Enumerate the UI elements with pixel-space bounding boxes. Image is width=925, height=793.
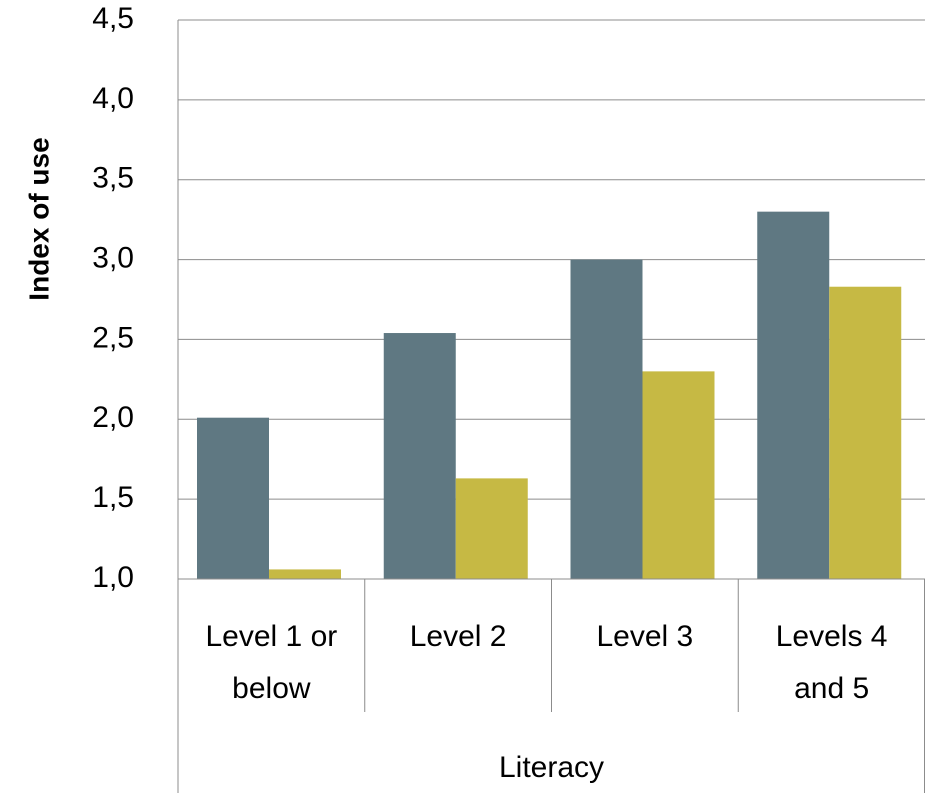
y-axis-ticks: 1,0 1,5 2,0 2,5 3,0 3,5 4,0 4,5	[92, 2, 134, 594]
y-tick-label: 3,5	[92, 162, 134, 195]
bar	[383, 333, 456, 579]
x-tick-label: Level 2	[410, 620, 507, 653]
x-group-label: Literacy	[499, 751, 604, 784]
y-tick-label: 2,5	[92, 321, 134, 354]
x-tick-label: Levels 4	[776, 620, 888, 653]
y-axis-title: Index of use	[23, 137, 54, 300]
gridlines	[178, 19, 925, 500]
y-tick-label: 1,0	[92, 561, 134, 594]
y-tick-label: 4,0	[92, 82, 134, 115]
x-axis: Level 1 or below Level 2 Level 3 Levels 4 and…	[177, 20, 925, 793]
bar	[570, 259, 643, 579]
bars	[197, 211, 902, 579]
x-tick-label: and 5	[794, 672, 869, 705]
bar	[642, 371, 715, 579]
bar	[197, 417, 269, 579]
bar	[455, 478, 528, 579]
x-tick-label: Level 1 or	[206, 620, 338, 653]
bar	[829, 286, 902, 579]
bar	[757, 211, 830, 579]
y-tick-label: 4,5	[92, 2, 134, 35]
y-tick-label: 1,5	[92, 481, 134, 514]
bar	[269, 569, 341, 579]
y-tick-label: 3,0	[92, 241, 134, 274]
y-tick-label: 2,0	[92, 401, 134, 434]
x-tick-label: Level 3	[597, 620, 694, 653]
x-tick-label: below	[232, 672, 311, 705]
